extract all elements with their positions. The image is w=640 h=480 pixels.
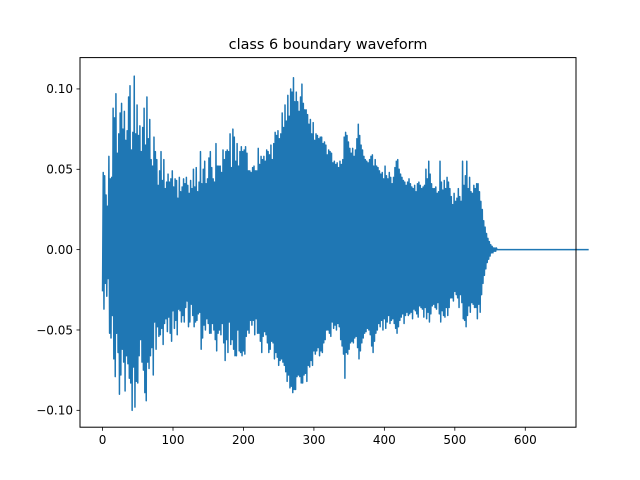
- x-tick-label: 600: [514, 433, 537, 447]
- y-tick-label: −0.10: [36, 404, 73, 418]
- y-tick-label: −0.05: [36, 323, 73, 337]
- y-tick-label: 0.00: [46, 243, 73, 257]
- y-axis-ticks: −0.10 −0.05 0.00 0.05 0.10: [36, 82, 80, 418]
- x-tick-label: 400: [373, 433, 396, 447]
- x-tick-label: 100: [162, 433, 185, 447]
- x-axis-ticks: 0 100 200 300 400 500 600: [99, 427, 537, 447]
- y-tick-label: 0.10: [46, 82, 73, 96]
- chart-title: class 6 boundary waveform: [229, 37, 428, 53]
- plot-frame: [79, 57, 577, 428]
- x-tick-label: 500: [443, 433, 466, 447]
- waveform-series-line: [101, 75, 589, 412]
- x-tick-label: 300: [302, 433, 325, 447]
- x-tick-label: 0: [99, 433, 107, 447]
- x-tick-label: 200: [232, 433, 255, 447]
- y-tick-label: 0.05: [46, 163, 73, 177]
